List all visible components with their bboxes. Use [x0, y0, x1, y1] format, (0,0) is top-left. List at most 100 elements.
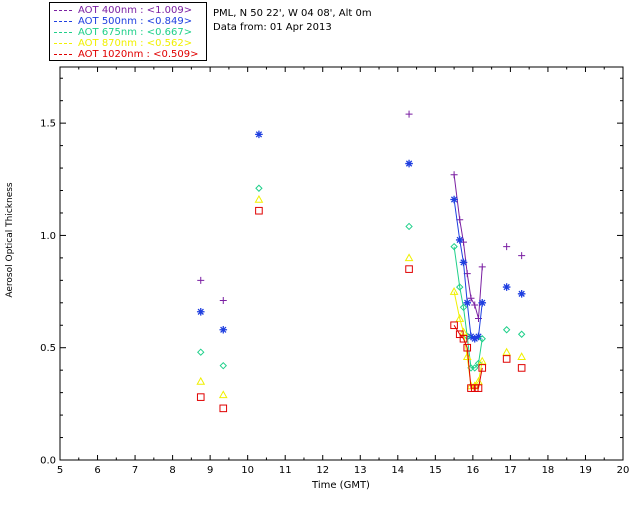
x-tick-label: 12: [316, 465, 329, 476]
data-point: [219, 297, 227, 305]
data-point: [218, 390, 228, 399]
site-info: PML, N 50 22', W 04 08', Alt 0m Data fro…: [213, 7, 372, 35]
data-point: [470, 334, 479, 343]
data-point: [503, 243, 511, 251]
x-tick-label: 6: [94, 465, 100, 476]
data-point: [471, 364, 479, 372]
site-location: PML, N 50 22', W 04 08', Alt 0m: [213, 8, 372, 19]
x-tick-label: 20: [617, 465, 630, 476]
y-tick-label: 0.5: [40, 343, 56, 354]
data-point: [463, 343, 472, 352]
data-point: [254, 194, 264, 203]
data-point: [474, 384, 483, 392]
data-point: [517, 330, 526, 338]
data-point: [197, 348, 205, 356]
data-point: [467, 332, 475, 341]
legend-item-870nm: AOT 870nm : <0.562>: [50, 38, 206, 49]
data-point: [219, 404, 228, 413]
y-tick-label: 1.5: [40, 119, 56, 130]
y-tick-label: 1.0: [40, 231, 56, 242]
data-point: [449, 287, 459, 295]
data-point: [450, 195, 458, 204]
data-point: [459, 303, 468, 311]
data-date: Data from: 01 Apr 2013: [213, 22, 332, 33]
data-point: [450, 321, 458, 330]
series-2: [197, 184, 526, 372]
legend-label-500nm: AOT 500nm : <0.849>: [78, 16, 193, 27]
data-point: [517, 364, 526, 372]
data-point: [197, 276, 205, 284]
x-tick-label: 8: [169, 465, 175, 476]
data-point: [478, 364, 487, 372]
data-point: [467, 294, 475, 302]
x-tick-label: 17: [504, 465, 517, 476]
legend-swatch-400nm: [54, 10, 72, 11]
y-tick-label: 0.0: [40, 456, 56, 467]
legend-swatch-870nm: [54, 43, 72, 44]
legend-swatch-675nm: [54, 32, 72, 33]
data-point: [474, 332, 483, 341]
series-0: [197, 57, 526, 323]
x-tick-label: 7: [132, 465, 138, 476]
data-point: [477, 356, 487, 365]
data-point: [462, 352, 472, 360]
x-tick-label: 16: [466, 465, 479, 476]
x-tick-label: 18: [542, 465, 555, 476]
x-tick-label: 9: [207, 465, 213, 476]
data-point: [456, 283, 464, 291]
data-point: [255, 206, 263, 215]
data-point: [405, 265, 413, 273]
data-point: [478, 263, 486, 271]
x-axis-label: Time (GMT): [312, 480, 370, 491]
data-point: [405, 222, 413, 231]
data-point: [502, 355, 511, 363]
legend-label-675nm: AOT 675nm : <0.667>: [78, 27, 193, 38]
data-point: [405, 110, 413, 118]
series-4: [196, 206, 526, 413]
x-tick-label: 11: [279, 465, 292, 476]
data-point: [255, 184, 263, 192]
series-3: [196, 194, 527, 399]
series-line: [453, 246, 483, 369]
data-point: [455, 313, 465, 322]
series-1: [196, 130, 526, 343]
data-point: [219, 361, 227, 370]
data-point: [502, 326, 511, 334]
data-point: [219, 325, 228, 334]
data-point: [196, 307, 205, 316]
legend: AOT 400nm : <1.009> AOT 500nm : <0.849> …: [49, 2, 207, 61]
data-point: [459, 334, 468, 343]
legend-label-400nm: AOT 400nm : <1.009>: [78, 5, 193, 16]
legend-swatch-1020nm: [54, 54, 72, 55]
x-tick-label: 10: [241, 465, 254, 476]
x-tick-label: 14: [391, 465, 404, 476]
data-point: [404, 253, 414, 262]
series-line: [453, 174, 483, 319]
data-point: [405, 159, 413, 168]
x-tick-label: 13: [354, 465, 367, 476]
legend-item-500nm: AOT 500nm : <0.849>: [50, 16, 206, 27]
data-point: [502, 283, 511, 291]
data-point: [517, 352, 527, 360]
data-point: [450, 242, 458, 251]
legend-item-1020nm: AOT 1020nm : <0.509>: [50, 49, 206, 60]
data-point: [478, 299, 487, 307]
data-point: [517, 290, 526, 298]
legend-item-400nm: AOT 400nm : <1.009>: [50, 5, 206, 16]
y-axis-label: Aerosol Optical Thickness: [5, 182, 15, 298]
data-point: [502, 347, 511, 356]
data-point: [255, 57, 262, 64]
x-tick-label: 15: [429, 465, 442, 476]
data-point: [196, 376, 206, 385]
data-point: [459, 258, 468, 267]
data-point: [478, 335, 486, 343]
data-point: [518, 252, 526, 260]
legend-label-870nm: AOT 870nm : <0.562>: [78, 38, 193, 49]
data-point: [255, 130, 263, 139]
data-point: [196, 393, 205, 401]
data-point: [463, 299, 472, 307]
x-tick-label: 5: [57, 465, 63, 476]
legend-label-1020nm: AOT 1020nm : <0.509>: [78, 49, 199, 60]
plot-frame: [59, 66, 624, 461]
